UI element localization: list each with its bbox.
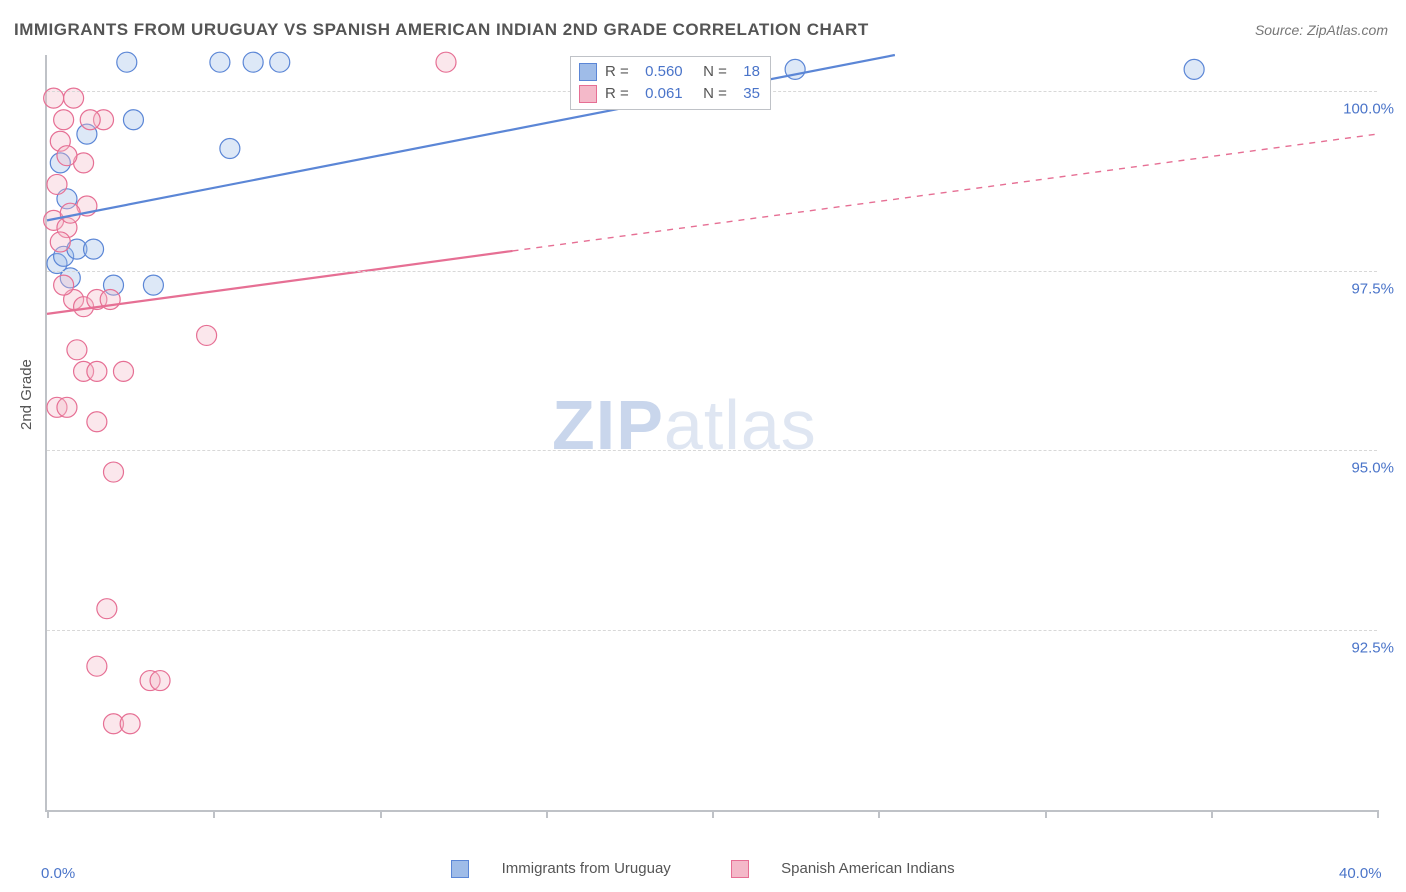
legend-label: Immigrants from Uruguay [502,860,671,877]
swatch-icon [731,860,749,878]
series-legend: Immigrants from Uruguay Spanish American… [0,860,1406,878]
y-tick-label: 100.0% [1343,100,1394,117]
y-tick-label: 97.5% [1351,280,1394,297]
y-tick-label: 92.5% [1351,640,1394,657]
y-axis-label: 2nd Grade [18,359,35,430]
swatch-icon [451,860,469,878]
legend-label: Spanish American Indians [781,860,954,877]
source-attribution: Source: ZipAtlas.com [1255,22,1388,38]
x-tick-label: 0.0% [41,865,75,882]
legend-item-uruguay: Immigrants from Uruguay [437,860,689,877]
chart-title: IMMIGRANTS FROM URUGUAY VS SPANISH AMERI… [14,20,869,40]
legend-item-spanish: Spanish American Indians [717,860,969,877]
y-tick-label: 95.0% [1351,460,1394,477]
chart-svg [47,55,1377,810]
correlation-legend: R = 0.560 N = 18R = 0.061 N = 35 [570,56,771,110]
x-tick-label: 40.0% [1339,865,1382,882]
plot-area: ZIPatlas [45,55,1377,812]
